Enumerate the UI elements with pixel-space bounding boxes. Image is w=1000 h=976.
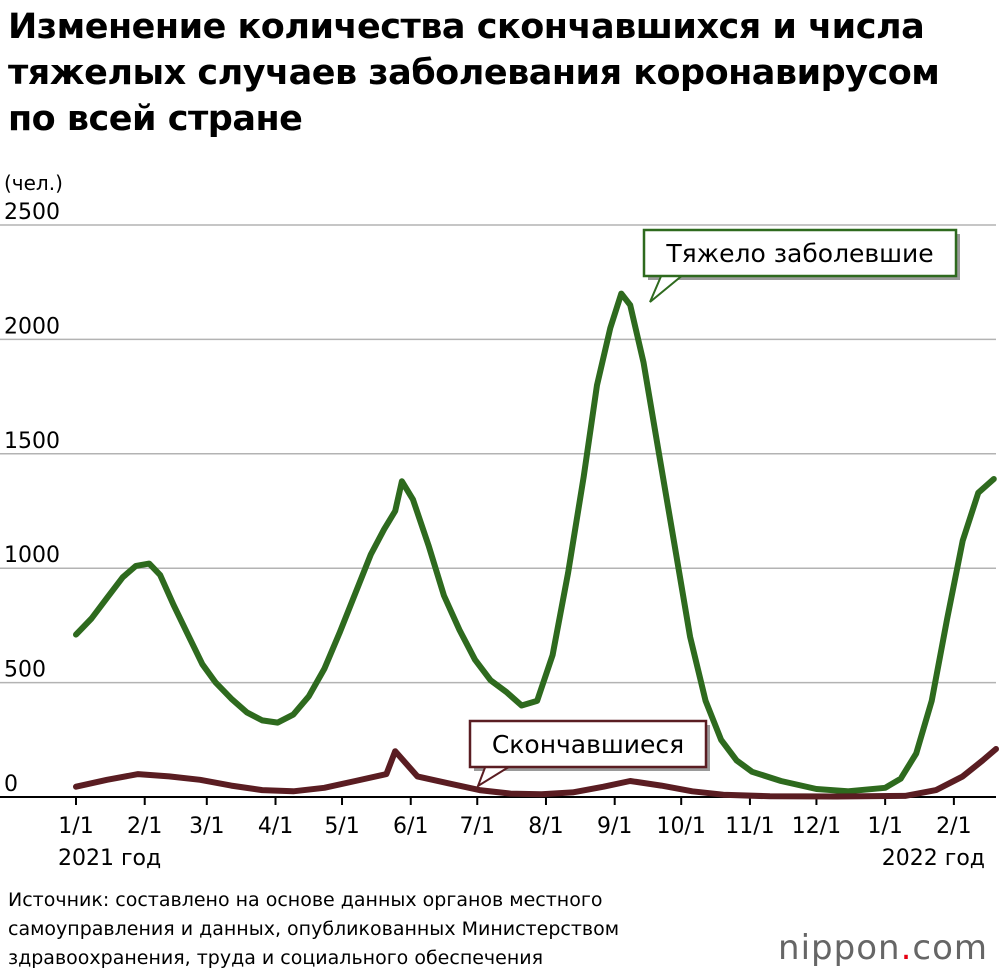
y-tick-label: 0: [4, 772, 18, 797]
x-tick-label: 11/1: [725, 814, 774, 839]
series-line-deaths: [73, 746, 999, 800]
y-axis-label: (чел.): [4, 171, 63, 195]
x-axis: 1/1 2/1 3/1 4/1 5/1 6/1 7/1 8/1 9/1 10/1 11/1 12/1 1…: [0, 796, 996, 871]
y-tick-label: 1500: [4, 429, 60, 454]
source-line-3: здравоохранения, труда и социального обе…: [8, 947, 544, 969]
x-tick-label: 12/1: [792, 814, 841, 839]
x-tick-label: 1/1: [867, 814, 902, 839]
y-tick-label: 2500: [4, 200, 60, 225]
x-tick-label: 7/1: [460, 814, 495, 839]
x-tick-label: 9/1: [597, 814, 632, 839]
x-tick-label: 2/1: [127, 814, 162, 839]
logo-dot: .: [900, 928, 913, 968]
y-tick-label: 1000: [4, 543, 60, 568]
year-label-2021: 2021 год: [58, 846, 161, 871]
callout-severe-box: [642, 228, 958, 278]
source-line-1: Источник: составлено на основе данных ор…: [8, 889, 603, 911]
callout-deaths: Скончавшиеся: [468, 719, 710, 789]
year-label-2022: 2022 год: [882, 846, 985, 871]
source-line-2: самоуправления и данных, опубликованных …: [8, 918, 620, 940]
source-note: Источник: составлено на основе данных ор…: [8, 886, 768, 973]
y-tick-label: 2000: [4, 314, 60, 339]
chart-title: Изменение количества скончавшихся и числ…: [8, 4, 988, 142]
nippon-logo: nippon.com: [778, 928, 988, 968]
x-tick-label: 8/1: [528, 814, 563, 839]
series-line-severe: [73, 290, 997, 795]
x-tick-label: 6/1: [393, 814, 428, 839]
callout-deaths-box: [468, 719, 708, 769]
x-tick-label: 2/1: [936, 814, 971, 839]
x-tick-label: 4/1: [258, 814, 293, 839]
callout-deaths-text: Скончавшиеся: [492, 730, 684, 759]
x-tick-label: 5/1: [324, 814, 359, 839]
logo-suffix: com: [912, 928, 988, 968]
y-tick-label: 500: [4, 658, 46, 683]
x-tick-label: 10/1: [657, 814, 706, 839]
logo-name: nippon: [778, 928, 901, 968]
x-tick-label: 1/1: [58, 814, 93, 839]
callouts: Тяжело заболевшие Скончавшиеся: [468, 228, 960, 789]
y-tick-labels: 0 500 1000 1500 2000 2500: [4, 200, 60, 797]
title-line-2: тяжелых случаев заболевания коронавирусо…: [8, 53, 940, 93]
callout-severe-text: Тяжело заболевшие: [665, 239, 933, 268]
line-chart: (чел.) 0 500 1000 1500 2000 2500 1/1 2/1 3/1 4/1…: [0, 171, 999, 871]
gridlines: [0, 224, 996, 684]
title-line-3: по всей стране: [8, 99, 303, 139]
x-tick-label: 3/1: [189, 814, 224, 839]
title-line-1: Изменение количества скончавшихся и числ…: [8, 7, 925, 47]
callout-severe: Тяжело заболевшие: [642, 228, 960, 303]
series-lines: [73, 290, 999, 800]
